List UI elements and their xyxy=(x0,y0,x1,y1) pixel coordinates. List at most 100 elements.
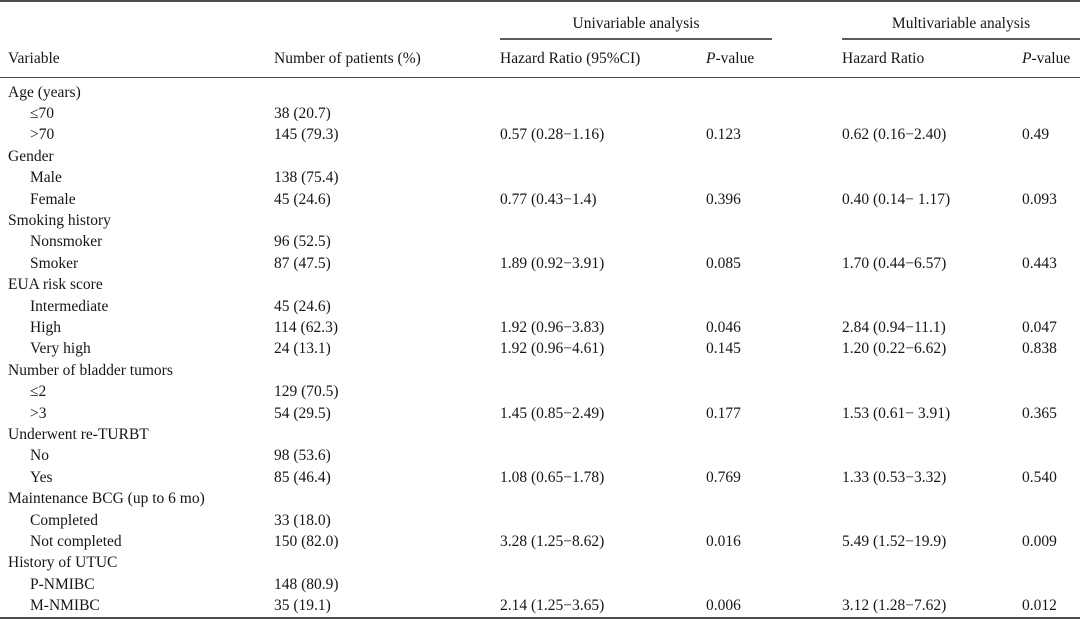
uni-hazard-ratio-cell: 1.45 (0.85−2.49) xyxy=(500,404,605,422)
patients-cell: 96 (52.5) xyxy=(274,233,331,251)
table-group-row: Gender xyxy=(0,146,1080,167)
table-row: Male 138 (75.4) xyxy=(0,168,1080,189)
multi-pvalue-cell xyxy=(1014,381,1080,402)
table-row: High 114 (62.3) 1.92 (0.96−3.83) 0.046 2.84 … xyxy=(0,317,1080,338)
uni-hazard-ratio-cell xyxy=(500,146,706,167)
variable-cell: No xyxy=(30,447,49,465)
multi-pvalue-cell xyxy=(1014,168,1080,189)
uni-hazard-ratio-cell: 0.57 (0.28−1.16) xyxy=(500,126,605,144)
spacer-cell xyxy=(274,1,500,40)
uni-hazard-ratio-cell: 1.89 (0.92−3.91) xyxy=(500,254,605,272)
multi-hazard-ratio-cell xyxy=(842,360,1014,381)
patients-cell: 114 (62.3) xyxy=(274,318,338,336)
patients-cell: 150 (82.0) xyxy=(274,532,339,550)
table-row: ≤2 129 (70.5) xyxy=(0,381,1080,402)
multi-hazard-ratio-cell: 1.70 (0.44−6.57) xyxy=(842,254,947,272)
table-row: ≤70 38 (20.7) xyxy=(0,103,1080,124)
multi-hazard-ratio-cell xyxy=(842,168,1014,189)
uni-pvalue-cell xyxy=(706,275,842,296)
uni-pvalue-cell xyxy=(706,103,842,124)
table-group-row: Smoking history xyxy=(0,210,1080,231)
variable-cell: Age (years) xyxy=(8,83,81,101)
variable-cell: High xyxy=(30,318,61,336)
variable-cell: EUA risk score xyxy=(8,276,103,294)
multi-hazard-ratio-cell: 1.20 (0.22−6.62) xyxy=(842,340,947,358)
multi-hazard-ratio-cell xyxy=(842,146,1014,167)
table-group-row: Number of bladder tumors xyxy=(0,360,1080,381)
uni-hazard-ratio-cell: 1.92 (0.96−4.61) xyxy=(500,340,605,358)
uni-pvalue-cell: 0.016 xyxy=(706,532,741,550)
uni-pvalue-cell: 0.085 xyxy=(706,254,741,272)
multivariable-group-header: Multivariable analysis xyxy=(842,1,1080,40)
uni-pvalue-cell xyxy=(706,168,842,189)
patients-cell: 85 (46.4) xyxy=(274,468,331,486)
patients-cell xyxy=(274,146,500,167)
variable-cell: Yes xyxy=(30,468,53,486)
variable-cell: Very high xyxy=(30,340,91,358)
uni-hazard-ratio-cell xyxy=(500,103,706,124)
multi-hazard-ratio-cell: 5.49 (1.52−19.9) xyxy=(842,532,947,550)
variable-cell: Not completed xyxy=(30,532,122,550)
patients-cell: 33 (18.0) xyxy=(274,511,331,529)
multi-pvalue-cell xyxy=(1014,146,1080,167)
uni-pvalue-cell xyxy=(706,381,842,402)
multi-hazard-ratio-cell xyxy=(842,574,1014,595)
multi-hazard-ratio-cell: 1.53 (0.61− 3.91) xyxy=(842,404,951,422)
uni-hazard-ratio-cell xyxy=(500,510,706,531)
uni-hazard-ratio-cell xyxy=(500,424,706,445)
uni-hazard-ratio-cell xyxy=(500,488,706,509)
multi-pvalue-cell: 0.012 xyxy=(1022,597,1057,615)
patients-cell xyxy=(274,360,500,381)
table-row: No 98 (53.6) xyxy=(0,446,1080,467)
multi-pvalue-cell xyxy=(1014,360,1080,381)
uni-hazard-ratio-cell xyxy=(500,78,706,104)
multi-hazard-ratio-cell xyxy=(842,553,1014,574)
table-header: Univariable analysis Multivariable analy… xyxy=(0,1,1080,78)
table-row: Very high 24 (13.1) 1.92 (0.96−4.61) 0.145 1… xyxy=(0,339,1080,360)
table-row: Nonsmoker 96 (52.5) xyxy=(0,232,1080,253)
column-header-variable: Variable xyxy=(0,40,274,78)
table-group-row: EUA risk score xyxy=(0,275,1080,296)
patients-cell: 87 (47.5) xyxy=(274,254,331,272)
uni-pvalue-cell xyxy=(706,574,842,595)
uni-pvalue-cell xyxy=(706,446,842,467)
table-row: Intermediate 45 (24.6) xyxy=(0,296,1080,317)
patients-cell xyxy=(274,78,500,104)
pvalue-italic-p: P xyxy=(1022,49,1032,67)
variable-cell: Number of bladder tumors xyxy=(8,361,173,379)
multi-pvalue-cell: 0.443 xyxy=(1022,254,1057,272)
multi-pvalue-cell xyxy=(1014,232,1080,253)
uni-hazard-ratio-cell xyxy=(500,210,706,231)
uni-pvalue-cell xyxy=(706,296,842,317)
multi-pvalue-cell xyxy=(1014,275,1080,296)
patients-cell xyxy=(274,424,500,445)
variable-cell: Maintenance BCG (up to 6 mo) xyxy=(8,490,205,508)
uni-hazard-ratio-cell xyxy=(500,296,706,317)
column-header-uni-pvalue: P-value xyxy=(706,40,843,78)
patients-cell: 98 (53.6) xyxy=(274,447,331,465)
patients-cell: 138 (75.4) xyxy=(274,169,339,187)
uni-pvalue-cell: 0.123 xyxy=(706,126,741,144)
patients-cell: 45 (24.6) xyxy=(274,190,331,208)
variable-cell: >70 xyxy=(30,126,55,144)
multi-pvalue-cell: 0.365 xyxy=(1022,404,1057,422)
column-header-multi-pvalue: P-value xyxy=(1014,40,1080,78)
uni-hazard-ratio-cell xyxy=(500,381,706,402)
multi-hazard-ratio-cell xyxy=(842,210,1014,231)
multi-pvalue-cell xyxy=(1014,446,1080,467)
univariable-group-header: Univariable analysis xyxy=(500,1,842,40)
uni-pvalue-cell: 0.145 xyxy=(706,340,741,358)
multi-hazard-ratio-cell: 2.84 (0.94−11.1) xyxy=(842,318,946,336)
variable-cell: ≤2 xyxy=(30,383,47,401)
multi-pvalue-cell xyxy=(1014,574,1080,595)
uni-hazard-ratio-cell xyxy=(500,360,706,381)
multi-hazard-ratio-cell xyxy=(842,446,1014,467)
pvalue-italic-p: P xyxy=(706,49,716,67)
multi-hazard-ratio-cell: 0.62 (0.16−2.40) xyxy=(842,126,947,144)
patients-cell: 54 (29.5) xyxy=(274,404,331,422)
table-row: Completed 33 (18.0) xyxy=(0,510,1080,531)
multi-hazard-ratio-cell xyxy=(842,296,1014,317)
uni-pvalue-cell: 0.396 xyxy=(706,190,741,208)
uni-hazard-ratio-cell: 1.08 (0.65−1.78) xyxy=(500,468,605,486)
multi-hazard-ratio-cell xyxy=(842,488,1014,509)
